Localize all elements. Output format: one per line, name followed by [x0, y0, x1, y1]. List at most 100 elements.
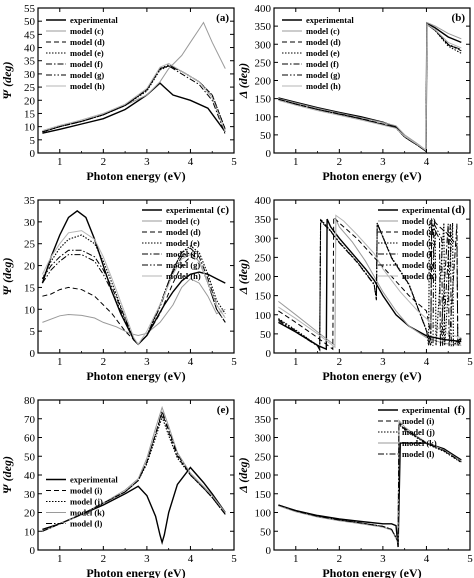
plot-frame: [273, 7, 471, 154]
y-tick-label: 400: [255, 195, 272, 207]
y-tick-label: 35: [24, 195, 36, 207]
y-tick-label: 250: [255, 451, 272, 463]
series-group: [278, 21, 462, 153]
panel-c: 1 2 3 4 5 0 5 10 15 20 25 30 35 Photon energy (eV) Ψ (…: [0, 195, 237, 383]
y-tick-label: 5: [30, 135, 36, 147]
series-line-model-h: [278, 23, 462, 152]
panel-label: (d): [452, 204, 466, 216]
y-tick-label: 0: [30, 348, 36, 360]
legend-entry: model (g): [306, 70, 340, 80]
legend-entry: model (k): [70, 508, 105, 518]
legend-entry: model (h): [402, 271, 437, 281]
y-tick-label: 50: [260, 329, 272, 341]
legend-entry: model (h): [70, 81, 105, 91]
x-tick-label: 1: [57, 156, 63, 168]
y-tick-label: 0: [266, 348, 272, 360]
x-tick-label: 1: [293, 156, 299, 168]
y-tick-label: 10: [24, 122, 36, 134]
y-tick-label: 20: [24, 508, 36, 520]
y-tick-label: 350: [255, 214, 272, 226]
legend-entry: model (e): [306, 48, 340, 58]
panel-label: (b): [452, 12, 466, 24]
x-tick-label: 4: [424, 553, 430, 565]
series-line-model-f: [41, 247, 226, 346]
y-tick-label: 80: [24, 395, 36, 407]
y-axis-label: Δ (deg): [236, 63, 250, 99]
legend-entry: model (f): [166, 249, 199, 259]
x-tick-label: 5: [467, 356, 473, 368]
y-tick-label: 60: [24, 433, 36, 445]
y-tick-label: 70: [24, 414, 36, 426]
x-axis-label: Photon energy (eV): [322, 566, 421, 578]
x-tick-label: 4: [424, 156, 430, 168]
legend-entry: model (f): [402, 249, 435, 259]
panel-label: (c): [217, 204, 230, 216]
x-axis-label: Photon energy (eV): [322, 169, 421, 183]
legend-entry: model (h): [306, 81, 341, 91]
legend-entry: model (c): [402, 216, 436, 226]
series-line-model-l: [42, 409, 226, 532]
series-group: [278, 419, 462, 548]
y-tick-label: 250: [255, 57, 272, 69]
legend-entry: model (d): [306, 37, 341, 47]
legend-entry: model (d): [402, 227, 437, 237]
x-tick-label: 1: [293, 356, 299, 368]
legend-entry: experimental: [70, 475, 118, 485]
legend-entry: model (g): [402, 260, 436, 270]
legend-entry: model (e): [70, 48, 104, 58]
series-line-model-h: [42, 62, 226, 133]
y-tick-label: 200: [255, 470, 272, 482]
plot-frame: [37, 199, 235, 354]
y-tick-label: 300: [255, 433, 272, 445]
x-tick-label: 4: [188, 356, 194, 368]
y-tick-label: 50: [260, 526, 272, 538]
y-tick-label: 100: [255, 112, 272, 124]
x-tick-label: 1: [293, 553, 299, 565]
x-axis-label: Photon energy (eV): [86, 566, 185, 578]
legend-entry: model (d): [166, 227, 201, 237]
y-tick-label: 350: [255, 21, 272, 33]
x-tick-label: 5: [231, 553, 237, 565]
legend-entry: model (i): [70, 486, 103, 496]
legend-entry: experimental: [402, 405, 450, 415]
series-line-experimental: [42, 466, 226, 546]
x-tick-label: 3: [144, 156, 150, 168]
x-tick-label: 5: [231, 356, 237, 368]
legend-entry: model (c): [166, 216, 200, 226]
y-tick-label: 400: [255, 395, 272, 407]
y-tick-label: 100: [255, 310, 272, 322]
legend-entry: model (g): [166, 260, 200, 270]
panel-label: (e): [217, 404, 230, 416]
legend-entry: experimental: [306, 15, 354, 25]
series-group: [42, 405, 226, 546]
x-tick-label: 4: [424, 356, 430, 368]
series-line-experimental: [278, 442, 462, 548]
legend-entry: model (c): [306, 26, 340, 36]
legend-entry: model (f): [70, 59, 103, 69]
legend-entry: experimental: [402, 205, 450, 215]
y-tick-label: 350: [255, 414, 272, 426]
series-group: [41, 210, 226, 346]
y-axis-label: Ψ (deg): [0, 258, 14, 296]
y-axis-label: Δ (deg): [236, 259, 250, 295]
series-line-model-h: [278, 214, 462, 349]
x-tick-label: 2: [101, 356, 107, 368]
series-group: [42, 21, 226, 135]
x-tick-label: 4: [188, 553, 194, 565]
legend-entry: model (k): [402, 438, 437, 448]
x-tick-label: 2: [337, 356, 343, 368]
y-tick-label: 20: [24, 95, 36, 107]
y-tick-label: 0: [30, 148, 36, 160]
y-tick-label: 400: [255, 3, 272, 15]
x-tick-label: 1: [57, 553, 63, 565]
series-line-model-l: [278, 422, 462, 543]
y-tick-label: 300: [255, 233, 272, 245]
